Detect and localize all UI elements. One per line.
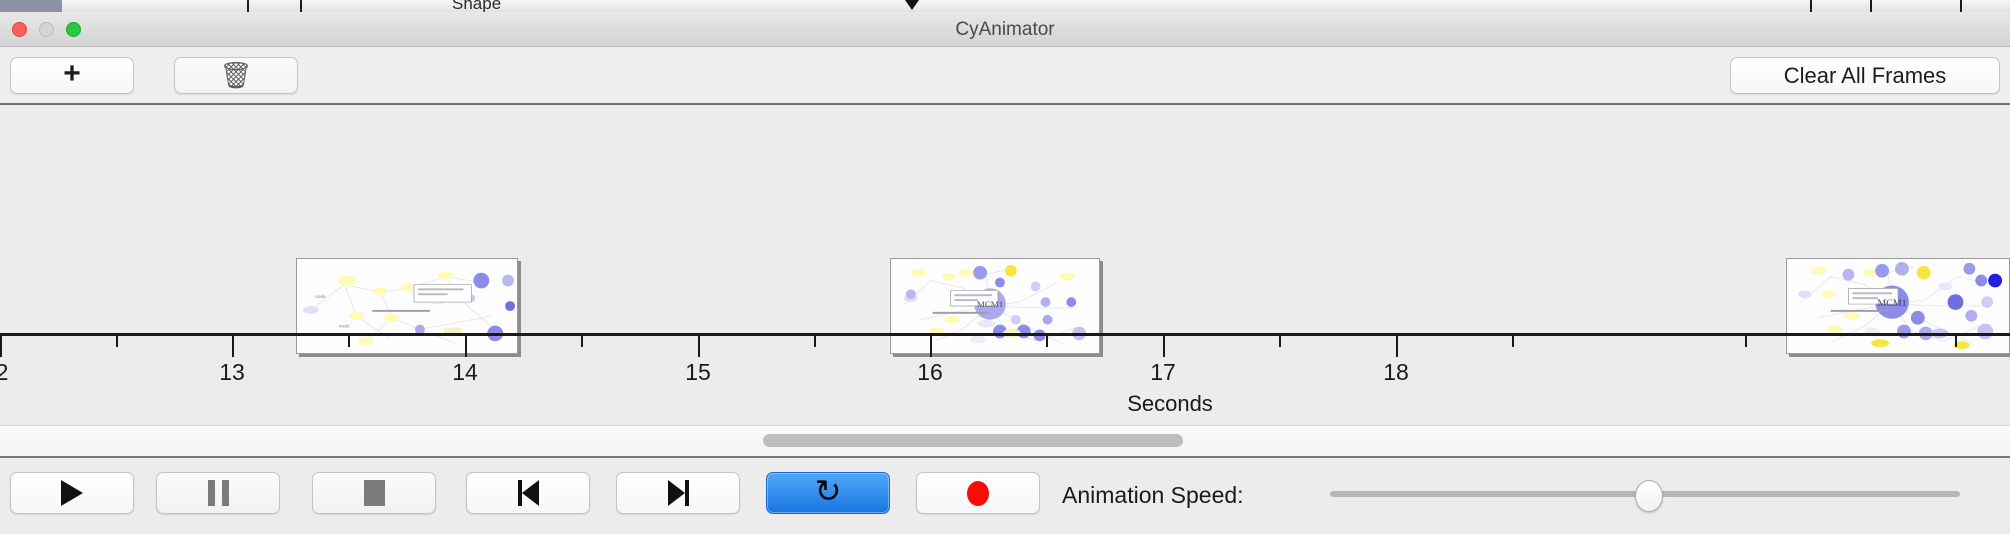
ruler-tick-major — [698, 336, 700, 357]
cyanimator-window: CyAnimator + 🗑 Clear All Frames — [0, 12, 2010, 534]
trash-icon: 🗑 — [219, 60, 253, 91]
ruler-tick-minor — [1279, 336, 1281, 347]
window-title: CyAnimator — [955, 19, 1055, 40]
ruler-tick-minor — [1745, 336, 1747, 347]
animation-speed-slider-thumb[interactable] — [1635, 480, 1663, 512]
timeline-scrollbar[interactable] — [0, 425, 2010, 458]
ruler-tick-minor — [1512, 336, 1514, 347]
ruler-tick-minor — [1046, 336, 1048, 347]
ruler-tick-minor — [348, 336, 350, 347]
background-window-sidebar — [0, 0, 62, 12]
pause-icon — [207, 480, 229, 506]
ruler-tick-minor — [581, 336, 583, 347]
background-window-tick — [300, 0, 302, 12]
traffic-light-group — [12, 22, 81, 37]
pause-button[interactable] — [156, 472, 280, 514]
plus-icon: + — [63, 57, 81, 90]
ruler-tick-major — [1163, 336, 1165, 357]
background-window-segment — [177, 0, 238, 12]
skip-forward-icon — [667, 480, 689, 506]
add-frame-button[interactable]: + — [10, 57, 134, 94]
background-window-tick — [247, 0, 249, 12]
frame-thumbnail[interactable]: MCM1 — [890, 258, 1100, 354]
ruler-baseline — [0, 333, 2010, 336]
ruler-label: 17 — [1150, 359, 1176, 385]
svg-text:MCM1: MCM1 — [1877, 298, 1906, 309]
ruler-tick-major — [930, 336, 932, 357]
svg-text:node: node — [339, 324, 350, 330]
background-window-segment — [988, 0, 2010, 12]
axis-title: Seconds — [1127, 391, 1213, 416]
skip-back-button[interactable] — [466, 472, 590, 514]
playback-control-bar: ↻ Animation Speed: — [0, 458, 2010, 534]
ruler-tick-major — [232, 336, 234, 357]
play-button[interactable] — [10, 472, 134, 514]
svg-text:MCM1: MCM1 — [977, 299, 1003, 309]
loop-icon: ↻ — [814, 472, 842, 510]
network-preview: node node — [297, 259, 517, 353]
record-icon — [967, 480, 989, 506]
timeline-ruler[interactable]: 2 13 14 15 16 17 18 Seconds — [0, 333, 2010, 425]
delete-frame-button[interactable]: 🗑 — [174, 57, 298, 94]
background-window-label: Shape — [452, 0, 502, 12]
network-preview: MCM1 — [1787, 259, 2009, 353]
ruler-tick-major — [0, 336, 2, 357]
close-button[interactable] — [12, 22, 27, 37]
ruler-label: 13 — [219, 359, 245, 385]
ruler-label: 14 — [452, 359, 478, 385]
timeline-panel[interactable]: node node — [0, 105, 2010, 425]
record-button[interactable] — [916, 472, 1040, 514]
ruler-label: 15 — [685, 359, 711, 385]
svg-text:node: node — [315, 294, 326, 300]
ruler-tick-minor — [814, 336, 816, 347]
stop-button[interactable] — [312, 472, 436, 514]
ruler-tick-major — [465, 336, 467, 357]
title-bar: CyAnimator — [0, 12, 2010, 47]
frame-thumbnail[interactable]: node node — [296, 258, 518, 354]
background-window-segment — [62, 0, 178, 12]
loop-button[interactable]: ↻ — [766, 472, 890, 514]
ruler-tick-minor — [116, 336, 118, 347]
background-window-tick — [1810, 0, 1812, 12]
zoom-button[interactable] — [66, 22, 81, 37]
background-window-segment — [940, 0, 989, 12]
toolbar: + 🗑 Clear All Frames — [0, 47, 2010, 105]
background-window-tick — [1960, 0, 1962, 12]
background-window-tick — [1870, 0, 1872, 12]
background-window-marker — [905, 0, 919, 10]
scrollbar-thumb[interactable] — [763, 434, 1183, 447]
clear-all-frames-label: Clear All Frames — [1783, 62, 1947, 88]
ruler-label: 16 — [917, 359, 943, 385]
ruler-tick-major — [1396, 336, 1398, 357]
stop-icon — [363, 480, 385, 506]
ruler-label: 18 — [1383, 359, 1409, 385]
animation-speed-label: Animation Speed: — [1062, 482, 1244, 508]
ruler-label: 2 — [0, 359, 9, 385]
skip-forward-button[interactable] — [616, 472, 740, 514]
background-window-segment — [307, 0, 388, 12]
skip-back-icon — [517, 480, 539, 506]
clear-all-frames-button[interactable]: Clear All Frames — [1730, 57, 2000, 94]
ruler-tick-minor — [1955, 336, 1957, 347]
background-window-strip: Shape — [0, 0, 2010, 12]
minimize-button[interactable] — [39, 22, 54, 37]
play-icon — [61, 480, 83, 506]
